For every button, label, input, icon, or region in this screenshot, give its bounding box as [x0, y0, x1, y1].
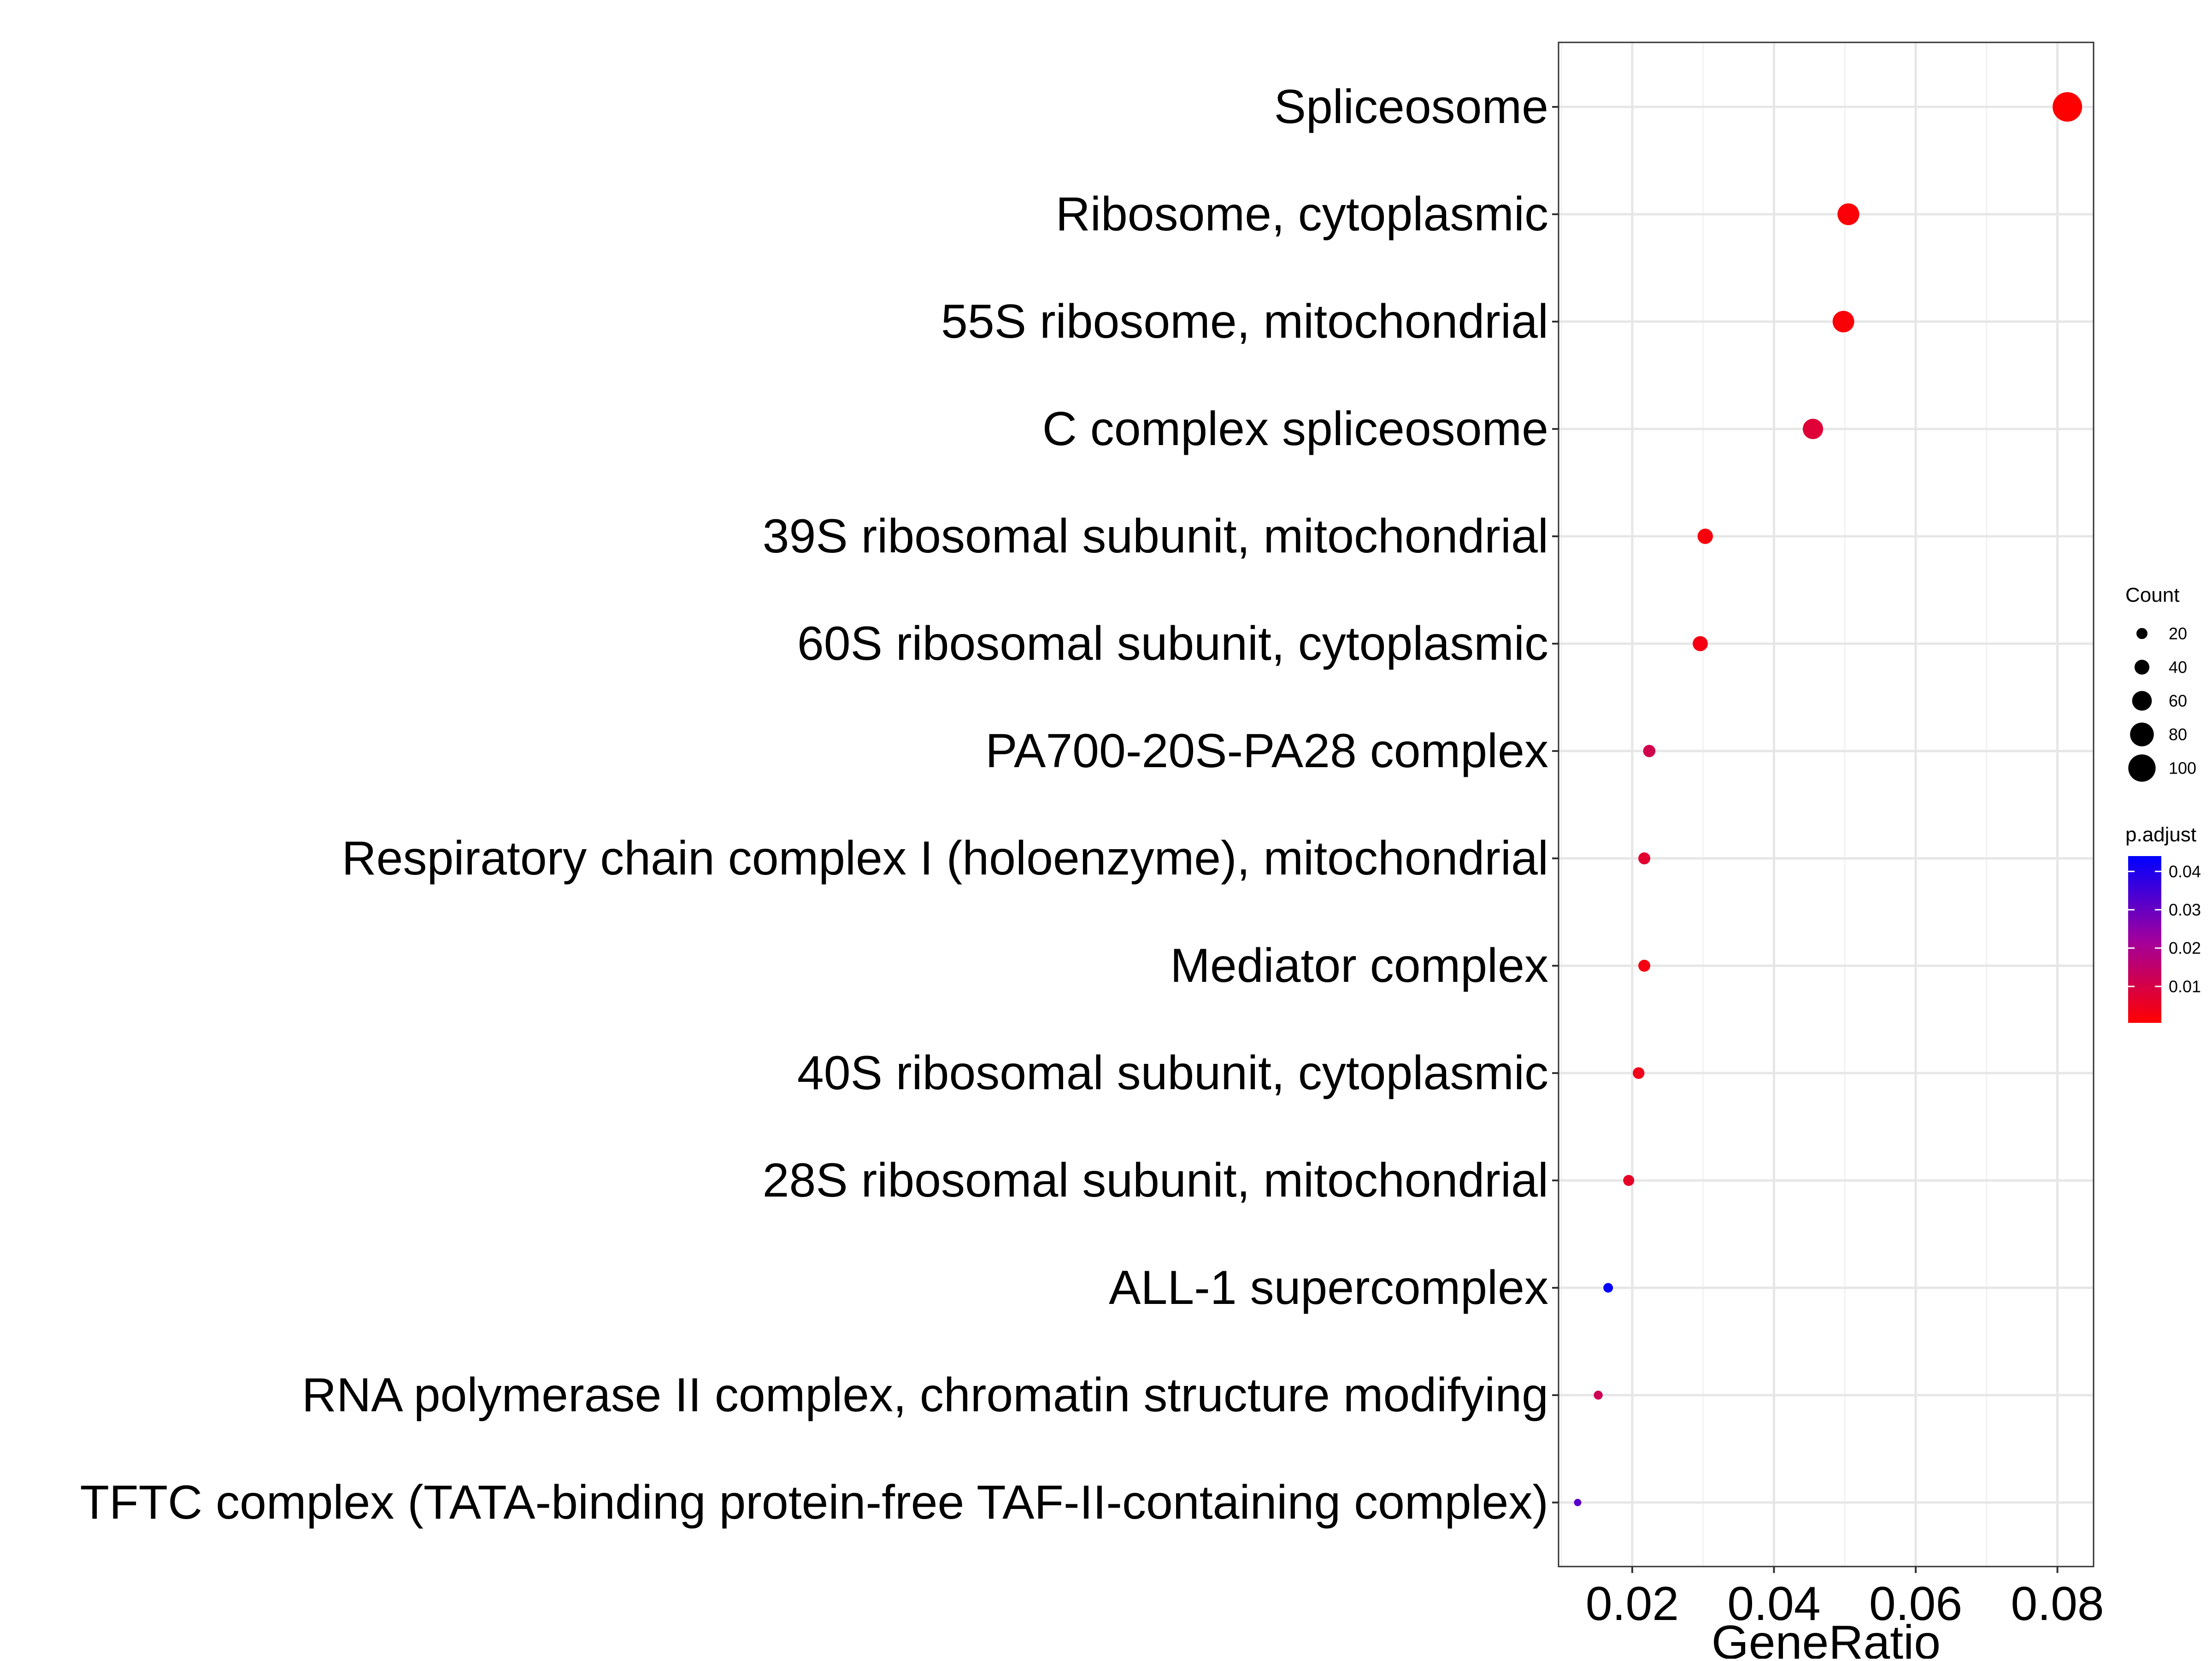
point-28s-ribosomal-subunit-mitochondrial — [1623, 1175, 1635, 1186]
legend-padjust-title: p.adjust — [2125, 823, 2196, 846]
point-all-1-supercomplex — [1603, 1283, 1613, 1293]
point-39s-ribosomal-subunit-mitochondrial — [1697, 528, 1713, 544]
y-tick-label-respiratory-chain-complex-i-holoenzyme-mitochondrial: Respiratory chain complex I (holoenzyme)… — [342, 832, 1548, 885]
x-tick-label: 0.08 — [2011, 1577, 2104, 1631]
y-tick-label-60s-ribosomal-subunit-cytoplasmic: 60S ribosomal subunit, cytoplasmic — [797, 617, 1548, 670]
legend-color-bar — [2128, 856, 2161, 1023]
y-tick-label-55s-ribosome-mitochondrial: 55S ribosome, mitochondrial — [941, 295, 1548, 348]
point-mediator-complex — [1638, 960, 1651, 972]
y-tick-label-28s-ribosomal-subunit-mitochondrial: 28S ribosomal subunit, mitochondrial — [763, 1154, 1548, 1207]
y-tick-label-rna-polymerase-ii-complex-chromatin-structure-modifying: RNA polymerase II complex, chromatin str… — [302, 1368, 1548, 1422]
legend-size-label: 100 — [2169, 759, 2196, 778]
point-pa700-20s-pa28-complex — [1643, 745, 1656, 757]
legend-size-label: 40 — [2169, 658, 2187, 677]
x-tick-label: 0.02 — [1586, 1577, 1679, 1631]
point-c-complex-spliceosome — [1802, 418, 1824, 440]
x-tick-label: 0.06 — [1869, 1577, 1962, 1631]
panel-border — [1558, 41, 2094, 1567]
y-tick-label-tftc-complex-tata-binding-protein-free-taf-ii-containing-complex: TFTC complex (TATA-binding protein-free … — [80, 1476, 1548, 1529]
legend-size-key — [2136, 628, 2147, 639]
x-tick-label: 0.04 — [1727, 1577, 1820, 1631]
point-ribosome-cytoplasmic — [1837, 203, 1859, 225]
y-tick-label-mediator-complex: Mediator complex — [1170, 939, 1548, 992]
panel-background — [1559, 42, 2094, 1567]
legend-color-label: 0.03 — [2169, 900, 2201, 919]
y-tick-label-spliceosome: Spliceosome — [1274, 80, 1548, 134]
legend-size-key — [2132, 691, 2152, 711]
y-tick-label-39s-ribosomal-subunit-mitochondrial: 39S ribosomal subunit, mitochondrial — [763, 510, 1548, 563]
point-respiratory-chain-complex-i-holoenzyme-mitochondrial — [1638, 852, 1651, 864]
point-spliceosome — [2053, 92, 2083, 122]
legend-size-label: 20 — [2169, 624, 2187, 643]
point-40s-ribosomal-subunit-cytoplasmic — [1633, 1067, 1645, 1079]
plot-panel — [1558, 41, 2094, 1567]
y-tick-label-pa700-20s-pa28-complex: PA700-20S-PA28 complex — [985, 724, 1548, 778]
legend-color-label: 0.01 — [2169, 977, 2201, 996]
x-axis-title: GeneRatio — [1712, 1616, 1941, 1659]
legend-color-label: 0.04 — [2169, 862, 2201, 881]
legend-size-label: 60 — [2169, 692, 2187, 710]
point-tftc-complex-tata-binding-protein-free-taf-ii-containing-complex — [1574, 1499, 1582, 1506]
y-tick-label-c-complex-spliceosome: C complex spliceosome — [1042, 402, 1548, 456]
legend-count-title: Count — [2125, 584, 2179, 606]
data-points — [1574, 92, 2083, 1506]
legend-size-key — [2128, 754, 2156, 782]
legend: Count 20 40 60 80 100 p.adjust 0.04 0.03 0.02 0.01 — [2125, 584, 2201, 1023]
point-60s-ribosomal-subunit-cytoplasmic — [1693, 636, 1708, 651]
x-axis: 0.02 0.04 0.06 0.08 GeneRatio — [1586, 1567, 2104, 1661]
legend-size-key — [2134, 659, 2150, 675]
point-55s-ribosome-mitochondrial — [1832, 311, 1854, 333]
legend-size-key — [2130, 722, 2154, 746]
y-axis-labels: Spliceosome Ribosome, cytoplasmic 55S ribo… — [80, 80, 1559, 1529]
legend-color-label: 0.02 — [2169, 939, 2201, 957]
y-tick-label-all-1-supercomplex: ALL-1 supercomplex — [1109, 1261, 1548, 1315]
legend-size-label: 80 — [2169, 725, 2187, 744]
point-rna-polymerase-ii-complex-chromatin-structure-modifying — [1594, 1391, 1603, 1400]
y-tick-label-ribosome-cytoplasmic: Ribosome, cytoplasmic — [1056, 188, 1548, 241]
y-tick-label-40s-ribosomal-subunit-cytoplasmic: 40S ribosomal subunit, cytoplasmic — [797, 1046, 1548, 1100]
